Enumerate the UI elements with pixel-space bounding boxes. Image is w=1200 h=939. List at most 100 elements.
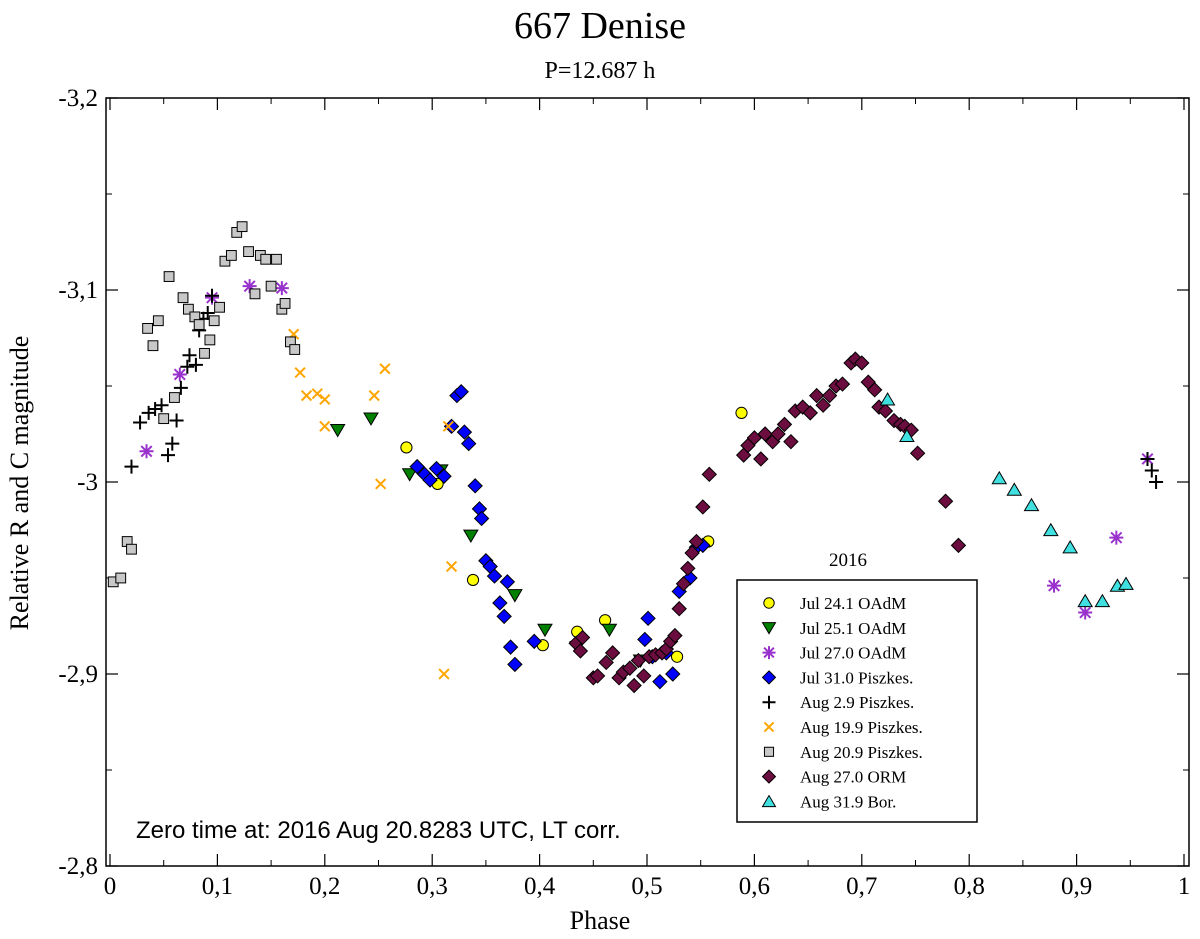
legend-marker xyxy=(763,746,775,757)
data-point xyxy=(574,629,591,646)
data-point xyxy=(319,420,331,432)
series-5 xyxy=(288,328,458,680)
data-point xyxy=(496,608,512,625)
data-point xyxy=(815,397,831,413)
data-point xyxy=(604,645,621,661)
data-point xyxy=(294,366,306,379)
data-point xyxy=(163,271,175,282)
data-point xyxy=(188,357,203,372)
data-point xyxy=(589,668,606,684)
data-point xyxy=(456,424,473,440)
x-tick-label: 0,4 xyxy=(524,873,556,900)
data-point xyxy=(182,348,197,363)
x-tick-label: 0,8 xyxy=(954,873,985,900)
data-point xyxy=(193,319,205,330)
data-point xyxy=(208,315,220,327)
data-point xyxy=(486,568,503,584)
legend-entry-label: Aug 20.9 Piszkes. xyxy=(800,743,923,762)
data-point xyxy=(461,435,477,452)
legend-marker xyxy=(761,769,777,784)
legend-entry-label: Jul 27.0 OAdM xyxy=(800,644,906,663)
data-point xyxy=(877,403,894,419)
data-point xyxy=(473,510,490,527)
legend-box xyxy=(736,579,978,823)
data-point xyxy=(1118,576,1134,590)
data-point xyxy=(671,601,687,617)
data-point xyxy=(300,389,313,402)
data-point xyxy=(462,529,479,544)
data-point xyxy=(879,392,896,406)
legend-marker xyxy=(761,670,777,685)
data-point xyxy=(866,382,883,398)
zero-time-annotation: Zero time at: 2016 Aug 20.8283 UTC, LT c… xyxy=(136,817,621,844)
data-point xyxy=(466,573,480,587)
axes: 0 0,1 0,2 0,3 0,4 0,5 0,6 0,7 0,8 0,9 1 -3,2 -3,1 -3 -… xyxy=(58,85,1190,900)
data-point xyxy=(572,643,589,659)
series-0 xyxy=(400,406,748,663)
data-point xyxy=(899,428,915,443)
x-tick-label: 0,6 xyxy=(739,873,770,900)
data-point xyxy=(147,340,159,352)
data-point xyxy=(271,253,282,265)
data-point xyxy=(670,650,684,663)
data-point xyxy=(1042,522,1059,537)
x-tick-label: 0,5 xyxy=(631,873,662,900)
series-4 xyxy=(124,288,1164,489)
data-point xyxy=(1144,463,1159,478)
data-point xyxy=(1062,539,1079,554)
y-tick-label: -3 xyxy=(77,469,98,496)
data-point xyxy=(675,576,692,592)
data-point xyxy=(735,406,748,419)
data-point xyxy=(265,280,277,292)
data-point xyxy=(428,460,445,477)
data-point xyxy=(1006,482,1023,496)
x-tick-label: 0,1 xyxy=(202,873,233,900)
legend-entry-label: Jul 25.1 OAdM xyxy=(800,619,906,638)
data-point xyxy=(169,413,184,428)
data-point xyxy=(260,253,272,265)
series-1 xyxy=(329,412,649,668)
data-point xyxy=(526,633,542,650)
data-point xyxy=(1047,578,1062,593)
data-point xyxy=(180,359,195,374)
data-point xyxy=(467,478,483,494)
data-point xyxy=(909,445,926,461)
data-point xyxy=(834,376,851,392)
data-point xyxy=(375,478,387,490)
data-point xyxy=(243,246,254,257)
data-point xyxy=(598,654,614,671)
legend-title: 2016 xyxy=(829,550,867,571)
data-point xyxy=(329,424,346,438)
chart-title: 667 Denise xyxy=(513,5,687,47)
series-6 xyxy=(107,221,301,588)
legend-entry-label: Jul 31.0 Piszkes. xyxy=(800,668,913,687)
data-point xyxy=(1077,593,1094,608)
data-point xyxy=(141,405,156,420)
data-point xyxy=(139,444,154,459)
data-point xyxy=(158,413,170,425)
data-point xyxy=(279,298,291,309)
data-point xyxy=(1023,497,1040,512)
legend-entry-label: Aug 31.9 Bor. xyxy=(800,792,896,811)
data-point xyxy=(652,673,668,690)
x-tick-label: 0,7 xyxy=(846,873,877,900)
data-point xyxy=(133,415,148,430)
y-tick-label: -3,1 xyxy=(58,277,98,304)
data-point xyxy=(937,493,954,509)
series-2 xyxy=(139,279,1155,620)
data-point xyxy=(991,470,1008,485)
data-point xyxy=(680,560,696,577)
legend-marker xyxy=(761,622,777,635)
data-points xyxy=(107,221,1164,694)
data-point xyxy=(169,392,180,403)
data-point xyxy=(363,412,379,426)
data-point xyxy=(507,656,523,673)
data-point xyxy=(289,344,301,355)
data-point xyxy=(368,389,380,402)
legend-marker xyxy=(761,794,777,808)
legend-entry-label: Aug 19.9 Piszkes. xyxy=(800,718,923,737)
chart-subtitle: P=12.687 h xyxy=(544,58,656,84)
data-point xyxy=(667,627,683,644)
data-point xyxy=(443,418,460,435)
